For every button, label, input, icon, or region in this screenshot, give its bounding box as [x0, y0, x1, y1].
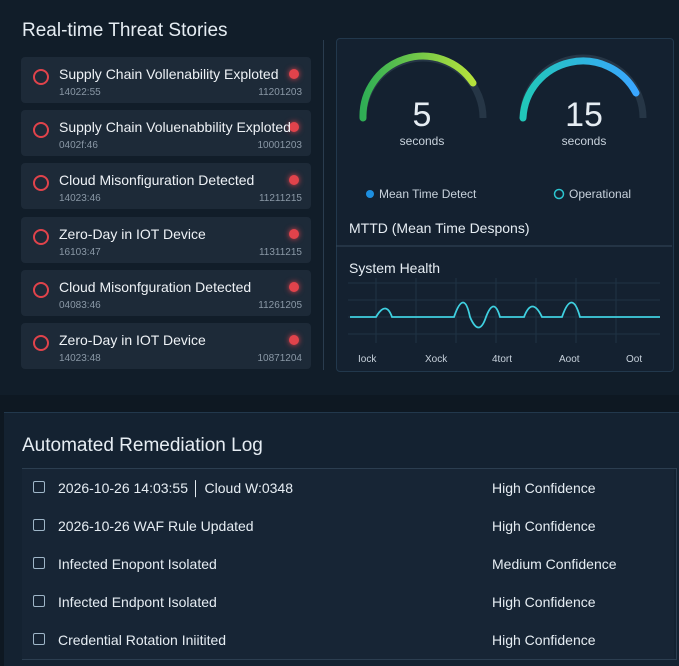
threat-card: Cloud Misonfguration Detected 04083:46 112…: [21, 269, 311, 316]
threat-title: Zero-Day in IOT Device: [59, 332, 206, 348]
row-icon: [33, 595, 45, 607]
row-icon: [33, 481, 45, 493]
log-text: 2026-10-26 WAF Rule Updated: [58, 518, 254, 534]
gauges: [336, 52, 672, 343]
severity-dot: [289, 69, 299, 79]
log-text: 2026-10-26 14:03:55 │ Cloud W:0348: [58, 480, 293, 496]
threat-icon: [33, 175, 49, 192]
threat-time: 14023:48: [59, 353, 101, 364]
severity-dot: [289, 122, 299, 133]
row-icon: [33, 519, 45, 531]
severity-dot: [289, 175, 299, 186]
threat-time: 14023:46: [59, 193, 101, 205]
confidence: High Confidence: [492, 594, 596, 610]
row-icon: [33, 633, 45, 645]
gauge-value: 5: [412, 96, 432, 134]
confidence: High Confidence: [492, 480, 596, 496]
x-label: 4tort: [492, 354, 513, 365]
threat-title: Supply Chain Voluenabbility Exploted: [59, 119, 291, 136]
log-row: 2026-10-26 WAF Rule Updated High Confiden…: [22, 507, 674, 546]
x-label: Aoot: [559, 354, 580, 365]
threat-icon: [33, 281, 49, 298]
legend-label: Mean Time Detect: [379, 187, 477, 201]
severity-dot: [289, 281, 299, 292]
threat-card: Zero-Day in IOT Device 14023:48 10871204: [21, 323, 311, 369]
confidence: Medium Confidence: [492, 556, 617, 572]
threat-time: 04083:46: [59, 299, 101, 311]
threat-id: 11261205: [258, 299, 302, 311]
gauge-unit: seconds: [561, 134, 607, 148]
row-icon: [33, 557, 45, 569]
x-label: Oot: [626, 354, 643, 365]
log-text: Infected Endpont Isolated: [58, 594, 217, 610]
gauge-arc: [519, 57, 640, 122]
health-title: System Health: [349, 260, 441, 276]
threat-time: 16103:47: [59, 246, 101, 258]
log-title: Automated Remediation Log: [22, 435, 263, 456]
legend-icon: [553, 188, 565, 200]
health-line: [350, 301, 660, 329]
threat-title: Cloud Misonfiguration Detected: [59, 172, 255, 189]
log-row: Credential Rotation Iniitited High Confid…: [22, 621, 674, 660]
legend-icon: [366, 190, 374, 198]
threat-title: Real-time Threat Stories: [22, 20, 228, 41]
threat-icon: [33, 122, 49, 139]
threat-id: 11311215: [258, 246, 302, 258]
log-text: Infected Enopont Isolated: [58, 556, 217, 572]
threat-id: 10001203: [257, 140, 303, 152]
threat-id: 10871204: [257, 353, 303, 364]
threat-icon: [33, 69, 49, 85]
x-label: Iock: [358, 354, 377, 365]
severity-dot: [289, 335, 299, 345]
threat-card: Supply Chain Vollenability Exploted 14022…: [21, 57, 311, 103]
threat-icon: [33, 228, 49, 245]
divider: [323, 40, 324, 370]
threat-card: Zero-Day in IOT Device 16103:47 11311215: [21, 216, 311, 263]
severity-dot: [289, 228, 299, 239]
log-row: Infected Endpont Isolated High Confidence: [22, 583, 674, 622]
threat-time: 14022:55: [59, 87, 101, 98]
threat-card: Cloud Misonfiguration Detected 14023:46 11…: [21, 163, 311, 210]
confidence: High Confidence: [492, 632, 596, 648]
log-text: Credential Rotation Iniitited: [58, 632, 227, 648]
gauge-arc: [359, 52, 477, 122]
gauge-unit: seconds: [399, 134, 445, 148]
threat-icon: [33, 335, 49, 351]
x-label: Xock: [425, 354, 448, 365]
gauge-value: 15: [565, 96, 603, 134]
threat-id: 11211215: [258, 193, 302, 205]
grid: [348, 278, 660, 343]
threat-id: 11201203: [258, 87, 302, 98]
threat-card: Supply Chain Voluenabbility Exploted 0402…: [21, 110, 311, 157]
confidence: High Confidence: [492, 518, 596, 534]
threat-title: Cloud Misonfguration Detected: [59, 278, 252, 295]
log-row: 2026-10-26 14:03:55 │ Cloud W:0348 High C…: [22, 469, 674, 508]
threat-title: Zero-Day in IOT Device: [59, 225, 206, 242]
log-row: Infected Enopont Isolated Medium Confiden…: [22, 545, 674, 584]
threat-time: 0402f:46: [59, 140, 98, 152]
threat-title: Supply Chain Vollenability Exploted: [59, 66, 279, 82]
caption: MTTD (Mean Time Despons): [349, 220, 530, 236]
legend-label: Operational: [569, 187, 632, 201]
